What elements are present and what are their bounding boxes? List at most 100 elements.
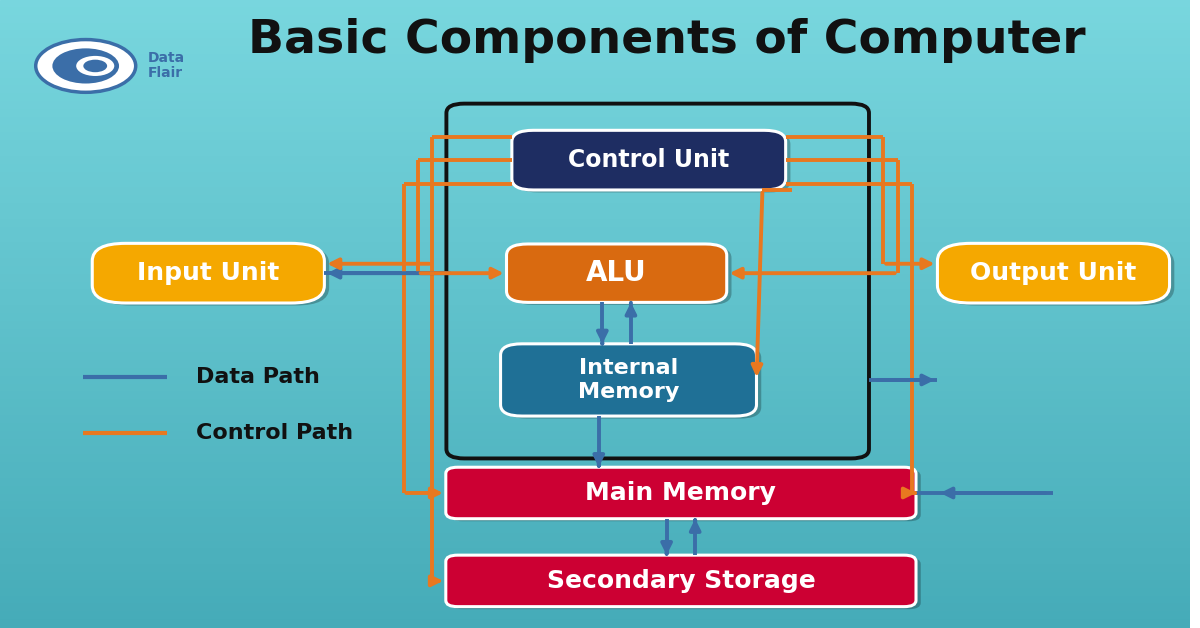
- Bar: [0, 141, 1190, 149]
- Bar: [0, 384, 1190, 392]
- Text: Input Unit: Input Unit: [137, 261, 280, 285]
- Circle shape: [53, 48, 119, 84]
- Bar: [0, 612, 1190, 620]
- Bar: [0, 126, 1190, 133]
- Bar: [0, 110, 1190, 118]
- Circle shape: [83, 60, 107, 72]
- Bar: [0, 495, 1190, 502]
- Bar: [0, 447, 1190, 455]
- Bar: [0, 353, 1190, 361]
- Bar: [0, 416, 1190, 424]
- Bar: [0, 78, 1190, 86]
- FancyBboxPatch shape: [511, 247, 732, 305]
- Bar: [0, 204, 1190, 212]
- Bar: [0, 63, 1190, 70]
- Bar: [0, 16, 1190, 23]
- Bar: [0, 8, 1190, 16]
- Bar: [0, 369, 1190, 377]
- Text: Flair: Flair: [148, 67, 182, 80]
- FancyBboxPatch shape: [937, 243, 1170, 303]
- Bar: [0, 565, 1190, 573]
- FancyBboxPatch shape: [517, 133, 791, 192]
- Circle shape: [76, 56, 114, 76]
- Bar: [0, 463, 1190, 471]
- Text: Data: Data: [148, 51, 185, 65]
- Bar: [0, 259, 1190, 267]
- FancyBboxPatch shape: [92, 243, 324, 303]
- Bar: [0, 361, 1190, 369]
- Bar: [0, 338, 1190, 345]
- Bar: [0, 243, 1190, 251]
- Bar: [0, 196, 1190, 204]
- Circle shape: [36, 40, 136, 92]
- Bar: [0, 526, 1190, 534]
- Bar: [0, 424, 1190, 432]
- Bar: [0, 573, 1190, 581]
- Bar: [0, 330, 1190, 338]
- Bar: [0, 86, 1190, 94]
- Bar: [0, 134, 1190, 141]
- FancyBboxPatch shape: [505, 346, 761, 418]
- Bar: [0, 236, 1190, 243]
- Bar: [0, 118, 1190, 126]
- Bar: [0, 212, 1190, 220]
- Text: Control Unit: Control Unit: [568, 148, 730, 172]
- Text: Secondary Storage: Secondary Storage: [546, 569, 815, 593]
- Bar: [0, 0, 1190, 8]
- FancyBboxPatch shape: [942, 246, 1175, 306]
- Bar: [0, 432, 1190, 440]
- Bar: [0, 502, 1190, 510]
- Bar: [0, 471, 1190, 479]
- Bar: [0, 392, 1190, 401]
- Bar: [0, 440, 1190, 447]
- Bar: [0, 541, 1190, 550]
- Bar: [0, 275, 1190, 283]
- Bar: [0, 487, 1190, 495]
- Bar: [0, 306, 1190, 314]
- Bar: [0, 251, 1190, 259]
- FancyBboxPatch shape: [450, 558, 920, 609]
- Text: Control Path: Control Path: [197, 423, 354, 443]
- Bar: [0, 102, 1190, 110]
- Text: Basic Components of Computer: Basic Components of Computer: [248, 18, 1086, 63]
- FancyBboxPatch shape: [446, 467, 916, 519]
- FancyBboxPatch shape: [97, 246, 329, 306]
- Bar: [0, 173, 1190, 181]
- Bar: [0, 220, 1190, 228]
- Bar: [0, 94, 1190, 102]
- Bar: [0, 31, 1190, 39]
- Text: Data Path: Data Path: [197, 367, 320, 387]
- Bar: [0, 581, 1190, 589]
- Bar: [0, 534, 1190, 541]
- Bar: [0, 298, 1190, 306]
- Bar: [0, 283, 1190, 290]
- FancyBboxPatch shape: [450, 470, 920, 521]
- Bar: [0, 267, 1190, 275]
- Text: Output Unit: Output Unit: [971, 261, 1136, 285]
- Bar: [0, 290, 1190, 298]
- FancyBboxPatch shape: [500, 344, 756, 416]
- Bar: [0, 620, 1190, 628]
- Text: Main Memory: Main Memory: [586, 481, 776, 505]
- Bar: [0, 47, 1190, 55]
- FancyBboxPatch shape: [506, 244, 727, 302]
- Bar: [0, 39, 1190, 47]
- Bar: [0, 377, 1190, 384]
- Bar: [0, 181, 1190, 188]
- Bar: [0, 188, 1190, 196]
- Bar: [0, 157, 1190, 165]
- Bar: [0, 165, 1190, 173]
- Text: Internal
Memory: Internal Memory: [578, 359, 679, 401]
- FancyBboxPatch shape: [446, 555, 916, 607]
- Bar: [0, 510, 1190, 518]
- Bar: [0, 455, 1190, 463]
- Bar: [0, 597, 1190, 604]
- Bar: [0, 70, 1190, 78]
- Bar: [0, 401, 1190, 408]
- FancyBboxPatch shape: [512, 131, 786, 190]
- Bar: [0, 589, 1190, 597]
- Bar: [0, 322, 1190, 330]
- Text: ALU: ALU: [587, 259, 647, 287]
- Bar: [0, 408, 1190, 416]
- Bar: [0, 604, 1190, 612]
